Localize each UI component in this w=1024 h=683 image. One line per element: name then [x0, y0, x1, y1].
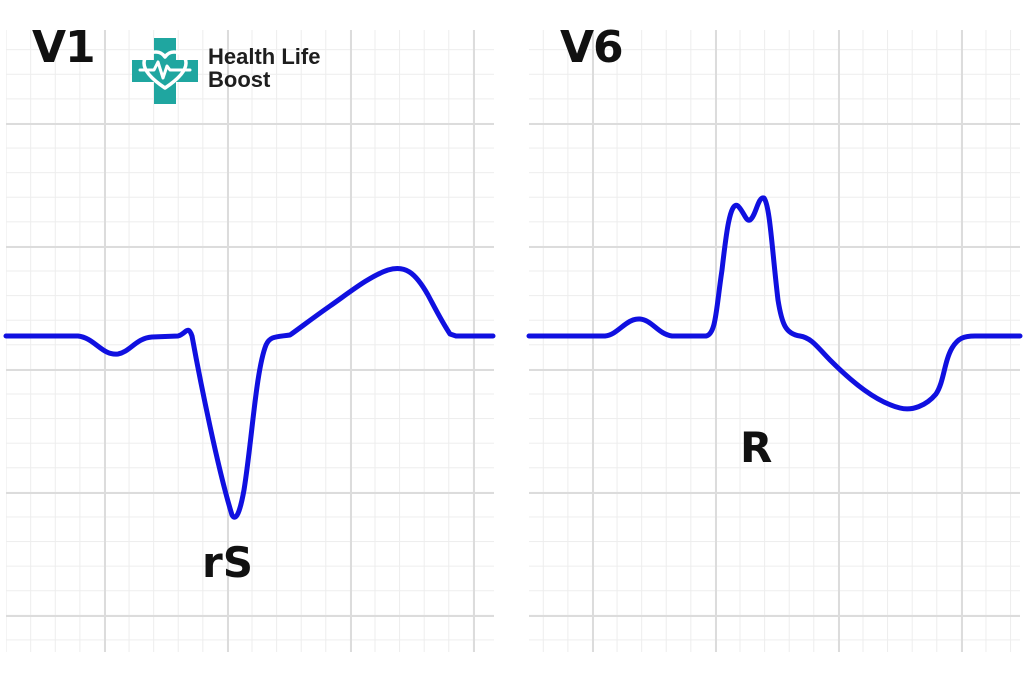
lead-v6-title: V6 — [560, 22, 624, 73]
lead-v1-title: V1 — [32, 22, 96, 73]
health-life-boost-logo: Health Life Boost — [130, 38, 320, 104]
v1-waveform-trace — [3, 266, 496, 520]
ecg-grid-v1 — [6, 30, 494, 652]
ecg-grid-v6 — [529, 30, 1020, 652]
v1-complex-label: rS — [202, 538, 253, 587]
logo-wordmark: Health Life Boost — [208, 45, 320, 91]
v6-complex-label: R — [740, 423, 773, 472]
medical-cross-heart-icon — [132, 38, 198, 104]
v6-waveform-trace — [526, 195, 1023, 412]
logo-line-2: Boost — [208, 67, 271, 92]
logo-line-1: Health Life — [208, 44, 321, 69]
